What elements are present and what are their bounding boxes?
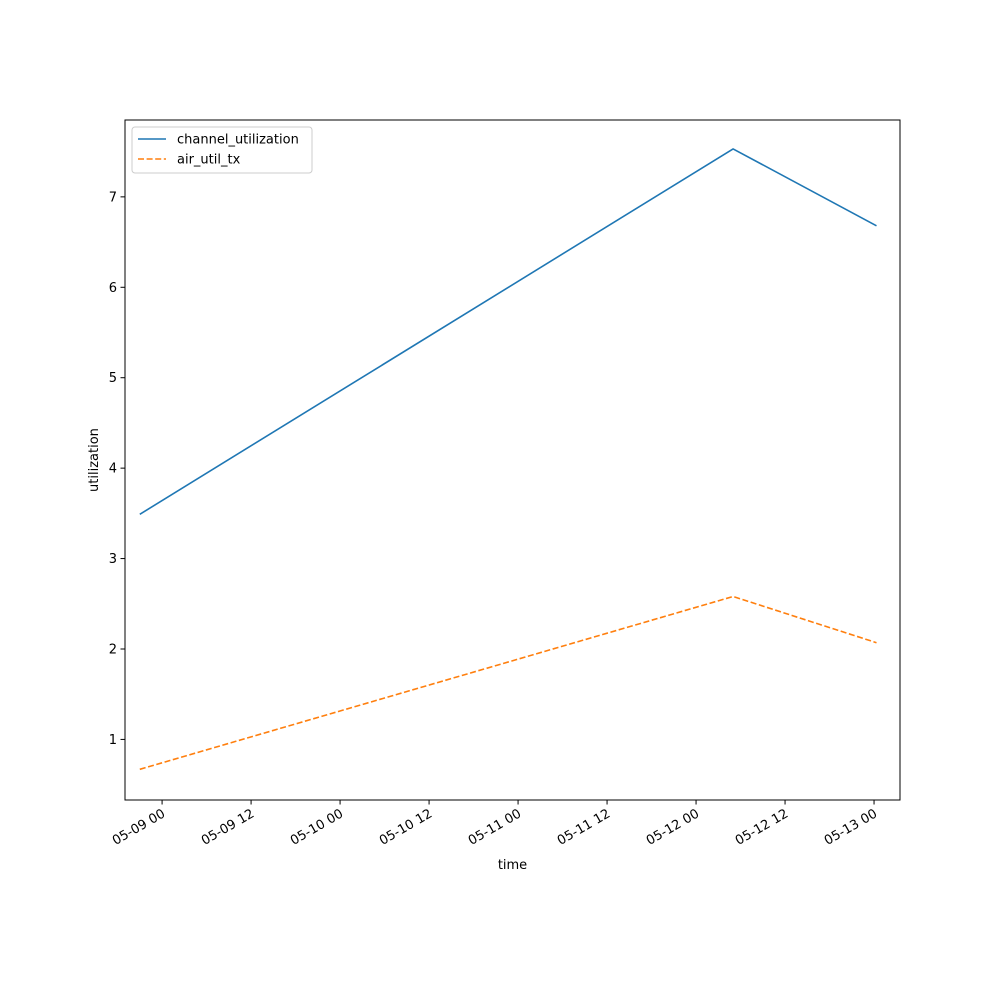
y-tick-label: 6 (109, 281, 117, 296)
x-axis-label: time (498, 858, 527, 873)
x-tick-label: 05-10 00 (288, 806, 346, 848)
y-tick-label: 1 (109, 733, 117, 748)
plot-area (124, 119, 901, 801)
series-layer (139, 148, 877, 771)
x-tick-label: 05-11 00 (466, 806, 524, 848)
legend-box (131, 126, 313, 174)
y-tick-label: 7 (109, 190, 117, 205)
y-axis-ticks: 1 2 3 4 5 6 7 (109, 190, 125, 748)
series-line-channel-utilization (139, 148, 877, 515)
plot-frame (124, 119, 901, 801)
x-tick-label: 05-12 12 (733, 806, 791, 848)
x-tick-label: 05-09 12 (199, 806, 257, 848)
x-tick-label: 05-12 00 (644, 806, 702, 848)
x-axis-ticks: 05-09 00 05-09 12 05-10 00 05-10 12 05-11 00… (110, 800, 880, 849)
x-tick-label: 05-11 12 (555, 806, 613, 848)
y-tick-label: 3 (109, 552, 117, 567)
series-line-air-util-tx (139, 595, 877, 771)
legend-label: air_util_tx (177, 153, 241, 168)
legend-label: channel_utilization (177, 133, 299, 148)
y-tick-label: 4 (109, 462, 117, 477)
x-tick-label: 05-13 00 (822, 806, 880, 848)
x-tick-label: 05-10 12 (377, 806, 435, 848)
x-tick-label: 05-09 00 (110, 806, 168, 848)
y-tick-label: 2 (109, 642, 117, 657)
legend: channel_utilization air_util_tx (131, 126, 313, 174)
y-axis-label: utilization (87, 428, 102, 492)
y-tick-label: 5 (109, 371, 117, 386)
